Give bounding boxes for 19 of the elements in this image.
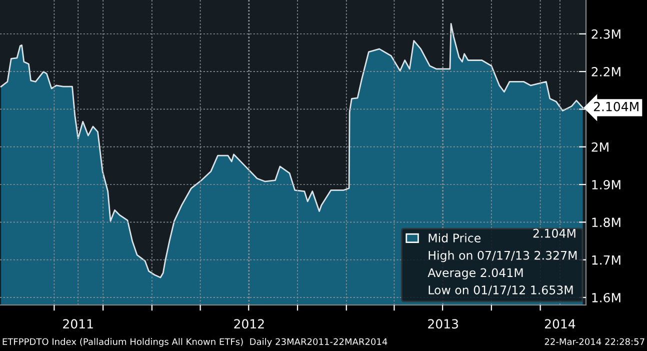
y-tick-label: 1.6M: [592, 292, 620, 302]
annotation: Average 2.041M: [428, 268, 523, 280]
annotation: High on 07/17/13 2.327M: [428, 250, 577, 262]
annotation: 2.104M: [533, 228, 576, 238]
x-tick-label: 2014: [544, 319, 576, 329]
y-tick-label: 2.3M: [592, 29, 620, 39]
x-tick-label: 2013: [428, 319, 458, 329]
x-tick-label: 2011: [63, 319, 93, 329]
text: ETFPPDTO Index (Palladium Holdings All Known ETFs) Daily 23MAR2011-22MAR2014: [2, 338, 388, 347]
text: 22-Mar-2014 22:28:57: [544, 338, 644, 346]
x-tick-label: 2012: [234, 319, 264, 329]
y-tick-label: 1.8M: [592, 218, 620, 228]
series-label: Mid Price: [428, 233, 481, 242]
y-tick-label: 1.7M: [592, 255, 620, 265]
y-tick-label: 2.2M: [592, 67, 620, 76]
y-tick-label: 2M: [592, 142, 608, 152]
y-tick-label: 1.9M: [592, 180, 620, 190]
annotation: 2.104M: [594, 102, 638, 112]
annotation: Low on 01/17/12 1.653M: [428, 286, 573, 296]
